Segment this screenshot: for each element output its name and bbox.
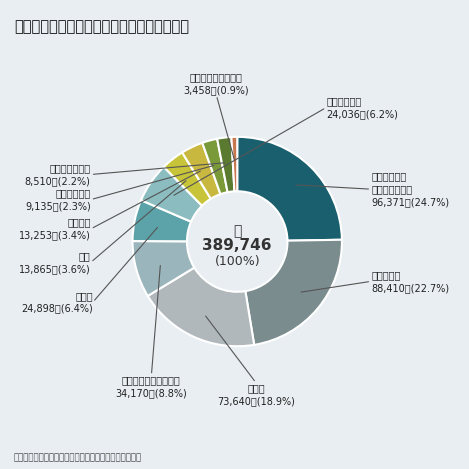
Wedge shape — [202, 139, 227, 194]
Text: 計: 計 — [233, 224, 242, 238]
Wedge shape — [245, 240, 342, 345]
Text: 飲料・たばこ・飼料
3,458　(0.9%): 飲料・たばこ・飼料 3,458 (0.9%) — [183, 72, 249, 95]
Text: 農業，林業
88,410　(22.7%): 農業，林業 88,410 (22.7%) — [371, 270, 449, 293]
Text: パルプ・紙・紙加工品
34,170　(8.8%): パルプ・紙・紙加工品 34,170 (8.8%) — [115, 376, 187, 398]
Wedge shape — [133, 200, 191, 242]
Wedge shape — [237, 137, 342, 241]
Wedge shape — [217, 137, 234, 192]
Text: 出典：環境省「産業廃棄物排出・処理状況調査報告書」: 出典：環境省「産業廃棄物排出・処理状況調査報告書」 — [14, 453, 142, 462]
Text: その他の業種
24,036　(6.2%): その他の業種 24,036 (6.2%) — [326, 96, 398, 119]
Text: 化学工業
13,253　(3.4%): 化学工業 13,253 (3.4%) — [19, 218, 91, 241]
Wedge shape — [182, 143, 220, 199]
Text: (100%): (100%) — [214, 255, 260, 268]
Wedge shape — [133, 241, 194, 296]
Text: 産業廃棄物の業種別排出量（平成２１年度）: 産業廃棄物の業種別排出量（平成２１年度） — [14, 19, 189, 34]
Text: 鉱業
13,865　(3.6%): 鉱業 13,865 (3.6%) — [19, 251, 91, 274]
Wedge shape — [231, 137, 237, 191]
Text: 鉄鋼業
24,898　(6.4%): 鉄鋼業 24,898 (6.4%) — [21, 291, 93, 314]
Text: 建設業
73,640　(18.9%): 建設業 73,640 (18.9%) — [217, 383, 295, 406]
Text: 電気・ガス・
熱供給・水道業
96,371　(24.7%): 電気・ガス・ 熱供給・水道業 96,371 (24.7%) — [371, 171, 449, 207]
Text: 窯業・土石製品
8,510　(2.2%): 窯業・土石製品 8,510 (2.2%) — [25, 163, 91, 186]
Text: 食料品製造業
9,135　(2.3%): 食料品製造業 9,135 (2.3%) — [25, 188, 91, 211]
Wedge shape — [141, 167, 202, 222]
Wedge shape — [148, 268, 254, 346]
Wedge shape — [164, 152, 211, 206]
Text: 389,746: 389,746 — [203, 238, 272, 253]
